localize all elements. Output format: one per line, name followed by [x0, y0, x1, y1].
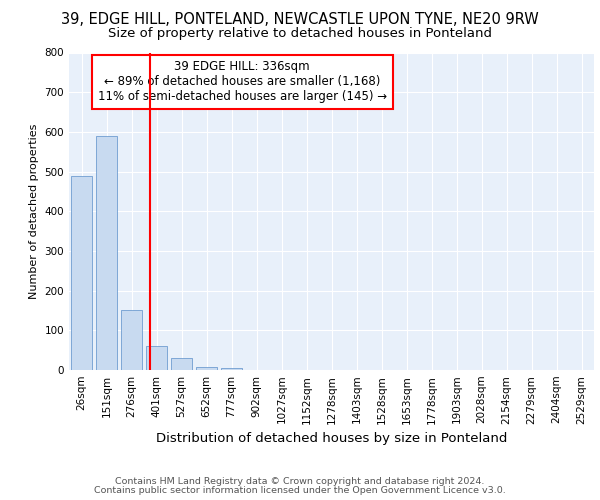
Text: Contains HM Land Registry data © Crown copyright and database right 2024.: Contains HM Land Registry data © Crown c… [115, 477, 485, 486]
Bar [121, 310, 142, 370]
Bar [96, 136, 117, 370]
Text: Size of property relative to detached houses in Ponteland: Size of property relative to detached ho… [108, 28, 492, 40]
Bar [221, 368, 242, 370]
Text: 39 EDGE HILL: 336sqm
← 89% of detached houses are smaller (1,168)
11% of semi-de: 39 EDGE HILL: 336sqm ← 89% of detached h… [98, 60, 387, 104]
Text: Contains public sector information licensed under the Open Government Licence v3: Contains public sector information licen… [94, 486, 506, 495]
Bar [196, 367, 217, 370]
Bar [146, 346, 167, 370]
Text: 39, EDGE HILL, PONTELAND, NEWCASTLE UPON TYNE, NE20 9RW: 39, EDGE HILL, PONTELAND, NEWCASTLE UPON… [61, 12, 539, 28]
Y-axis label: Number of detached properties: Number of detached properties [29, 124, 39, 299]
X-axis label: Distribution of detached houses by size in Ponteland: Distribution of detached houses by size … [156, 432, 507, 445]
Bar [71, 176, 92, 370]
Bar [171, 358, 192, 370]
